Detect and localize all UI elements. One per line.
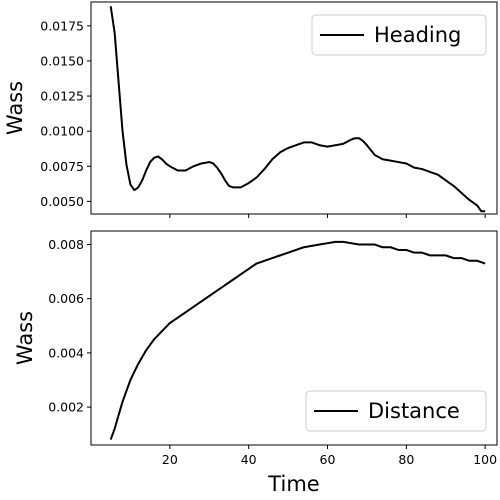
legend-label: Distance	[368, 399, 460, 423]
y-tick-label: 0.002	[48, 400, 84, 415]
legend-label: Heading	[374, 23, 461, 47]
x-tick-label: 60	[320, 452, 336, 467]
y-tick-label: 0.0125	[40, 89, 84, 104]
legend: Heading	[311, 14, 487, 56]
legend: Distance	[305, 390, 487, 432]
x-tick-label: 40	[241, 452, 257, 467]
x-tick-label: 20	[162, 452, 178, 467]
y-tick-label: 0.0175	[40, 18, 84, 33]
series-line-heading	[109, 6, 486, 213]
y-tick-label: 0.0150	[40, 53, 84, 68]
series-line-distance	[109, 240, 486, 440]
y-axis-label: Wass	[13, 311, 37, 365]
legend-box	[305, 390, 487, 432]
axes-frame	[90, 230, 498, 446]
heading-chart: 0.0050 0.0075 0.0100 0.0125 0.0150 0.0175 Wass…	[3, 1, 498, 218]
y-tick-label: 0.0075	[40, 159, 84, 174]
y-tick-label: 0.0050	[40, 194, 84, 209]
y-tick-label: 0.004	[48, 345, 84, 360]
y-tick-label: 0.0100	[40, 124, 84, 139]
distance-chart: 0.002 0.004 0.006 0.008 20 40 60 80 100 Wass Time D…	[13, 230, 498, 496]
y-tick-label: 0.006	[48, 291, 84, 306]
y-tick-label: 0.008	[48, 237, 84, 252]
legend-box	[311, 14, 487, 56]
axes-frame	[90, 1, 498, 215]
x-tick-label: 100	[473, 452, 497, 467]
y-axis-label: Wass	[3, 81, 27, 135]
x-axis-label: Time	[267, 472, 319, 496]
x-tick-label: 80	[398, 452, 414, 467]
